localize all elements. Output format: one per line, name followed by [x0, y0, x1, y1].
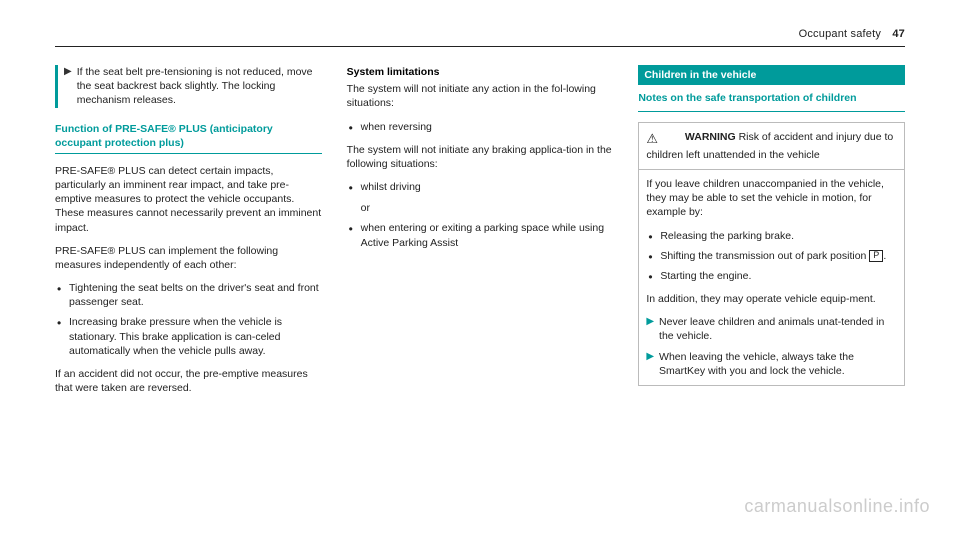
body-text: In addition, they may operate vehicle eq… [646, 292, 897, 306]
column-2: System limitations The system will not i… [347, 65, 614, 404]
park-symbol: P [869, 250, 883, 262]
list-item: whilst driving [347, 180, 614, 194]
arrow-icon: ▶ [64, 65, 72, 108]
watermark: carmanualsonline.info [744, 496, 930, 517]
section-bar: Children in the vehicle [638, 65, 905, 85]
warning-box: ⚠ WARNING Risk of accident and injury du… [638, 122, 905, 170]
bullet-list: when entering or exiting a parking space… [347, 221, 614, 249]
step-marker [55, 65, 58, 108]
list-item: Shifting the transmission out of park po… [646, 249, 897, 263]
column-3: Children in the vehicle Notes on the saf… [638, 65, 905, 404]
heading-rule [638, 111, 905, 112]
heading-rule [55, 153, 322, 154]
arrow-icon: ▶ [646, 350, 654, 378]
step-text: If the seat belt pre-tensioning is not r… [77, 65, 322, 108]
list-text: Shifting the transmission out of park po… [660, 250, 869, 262]
content-columns: ▶ If the seat belt pre-tensioning is not… [55, 65, 905, 404]
body-text: The system will not initiate any braking… [347, 143, 614, 171]
list-item: Releasing the parking brake. [646, 229, 897, 243]
bullet-list: when reversing [347, 120, 614, 134]
body-text: The system will not initiate any action … [347, 82, 614, 110]
sub-heading: Notes on the safe transportation of chil… [638, 91, 905, 105]
action-item: ▶ Never leave children and animals unat‑… [646, 315, 897, 343]
list-item: Tightening the seat belts on the driver'… [55, 281, 322, 309]
page-header: Occupant safety 47 [799, 28, 905, 40]
body-text: PRE‑SAFE® PLUS can implement the followi… [55, 244, 322, 272]
list-item: Increasing brake pressure when the vehic… [55, 315, 322, 358]
action-text: Never leave children and animals unat‑te… [659, 315, 897, 343]
body-text: If you leave children unaccompanied in t… [646, 177, 897, 220]
page-number: 47 [892, 28, 905, 40]
bullet-list: Tightening the seat belts on the driver'… [55, 281, 322, 358]
body-text: If an accident did not occur, the pre-em… [55, 367, 322, 395]
warning-icon: ⚠ [646, 130, 658, 148]
section-heading: System limitations [347, 65, 614, 79]
warning-body: If you leave children unaccompanied in t… [638, 170, 905, 386]
list-text: . [883, 250, 886, 262]
warning-text: Risk of accident and injury due to child… [646, 131, 893, 161]
action-item: ▶ When leaving the vehicle, always take … [646, 350, 897, 378]
arrow-icon: ▶ [646, 315, 654, 343]
list-item: Starting the engine. [646, 269, 897, 283]
column-1: ▶ If the seat belt pre-tensioning is not… [55, 65, 322, 404]
or-text: or [347, 201, 614, 215]
warning-title: WARNING [685, 131, 736, 143]
header-rule [55, 46, 905, 47]
list-item: when entering or exiting a parking space… [347, 221, 614, 249]
body-text: PRE‑SAFE® PLUS can detect certain impact… [55, 164, 322, 235]
section-name: Occupant safety [799, 28, 882, 40]
list-item: when reversing [347, 120, 614, 134]
step-item: ▶ If the seat belt pre-tensioning is not… [55, 65, 322, 108]
bullet-list: whilst driving [347, 180, 614, 194]
bullet-list: Releasing the parking brake. Shifting th… [646, 229, 897, 284]
section-heading: Function of PRE‑SAFE® PLUS (anticipatory… [55, 122, 322, 150]
action-text: When leaving the vehicle, always take th… [659, 350, 897, 378]
